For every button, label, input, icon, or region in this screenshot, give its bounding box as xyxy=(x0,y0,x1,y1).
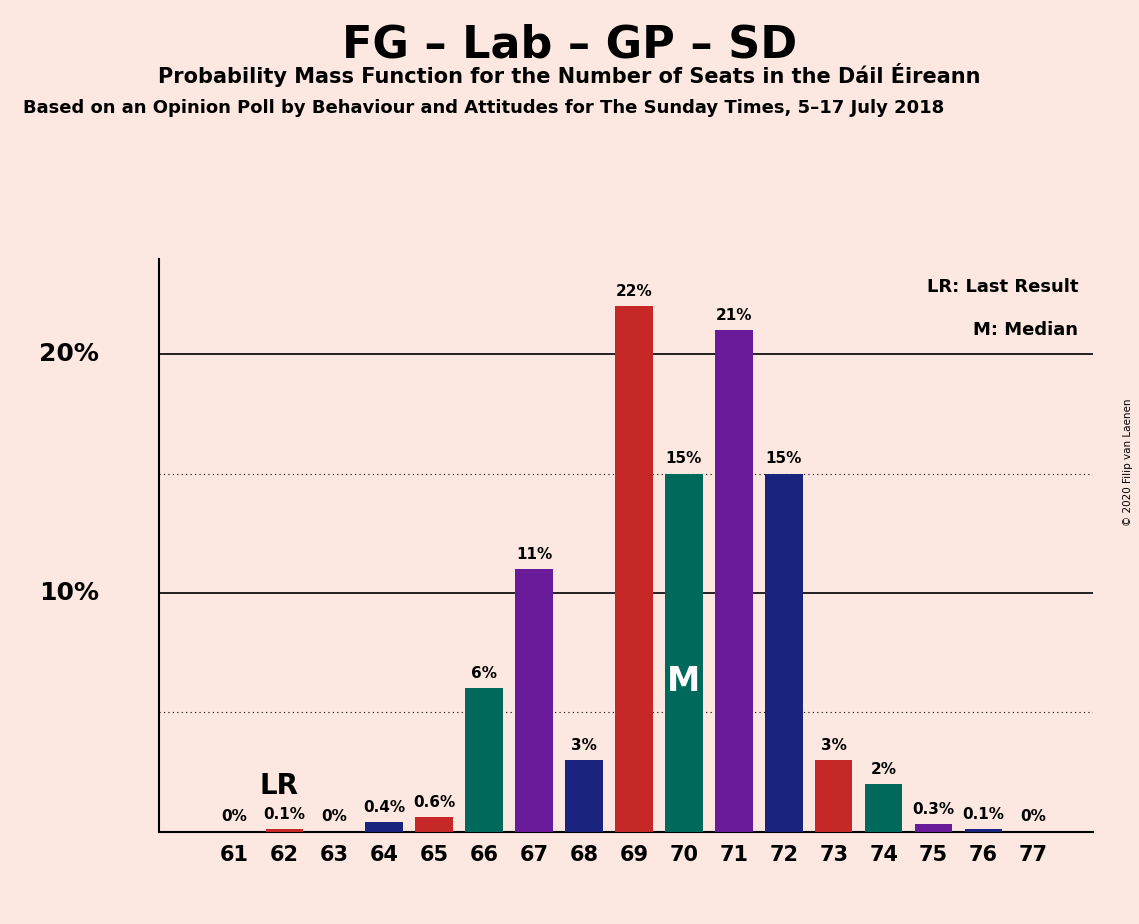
Bar xyxy=(615,307,653,832)
Bar xyxy=(915,824,952,832)
Text: M: Median: M: Median xyxy=(974,321,1079,339)
Text: 0.6%: 0.6% xyxy=(413,796,456,810)
Text: LR: LR xyxy=(260,772,298,800)
Text: 3%: 3% xyxy=(821,738,846,753)
Bar xyxy=(466,688,502,832)
Text: 3%: 3% xyxy=(571,738,597,753)
Text: 0.4%: 0.4% xyxy=(363,800,405,815)
Bar xyxy=(865,784,902,832)
Text: 0.1%: 0.1% xyxy=(263,807,305,822)
Bar xyxy=(515,569,552,832)
Text: 15%: 15% xyxy=(765,452,802,467)
Text: 0.3%: 0.3% xyxy=(912,802,954,817)
Text: 20%: 20% xyxy=(39,342,99,366)
Text: 11%: 11% xyxy=(516,547,552,562)
Bar xyxy=(965,829,1002,832)
Text: 0%: 0% xyxy=(1021,809,1047,824)
Bar xyxy=(715,331,753,832)
Bar xyxy=(816,760,852,832)
Text: Based on an Opinion Poll by Behaviour and Attitudes for The Sunday Times, 5–17 J: Based on an Opinion Poll by Behaviour an… xyxy=(23,99,944,116)
Text: 2%: 2% xyxy=(870,761,896,777)
Bar xyxy=(366,822,403,832)
Bar xyxy=(565,760,603,832)
Bar xyxy=(665,474,703,832)
Text: M: M xyxy=(667,664,700,698)
Text: 21%: 21% xyxy=(715,309,752,323)
Bar xyxy=(265,829,303,832)
Text: 6%: 6% xyxy=(472,666,497,681)
Text: 0%: 0% xyxy=(321,809,347,824)
Bar xyxy=(765,474,803,832)
Bar xyxy=(416,817,453,832)
Text: FG – Lab – GP – SD: FG – Lab – GP – SD xyxy=(342,23,797,67)
Text: 0%: 0% xyxy=(221,809,247,824)
Text: © 2020 Filip van Laenen: © 2020 Filip van Laenen xyxy=(1123,398,1133,526)
Text: Probability Mass Function for the Number of Seats in the Dáil Éireann: Probability Mass Function for the Number… xyxy=(158,63,981,87)
Text: 22%: 22% xyxy=(615,285,653,299)
Text: LR: Last Result: LR: Last Result xyxy=(927,278,1079,296)
Text: 0.1%: 0.1% xyxy=(962,807,1005,822)
Text: 10%: 10% xyxy=(39,581,99,605)
Text: 15%: 15% xyxy=(665,452,702,467)
